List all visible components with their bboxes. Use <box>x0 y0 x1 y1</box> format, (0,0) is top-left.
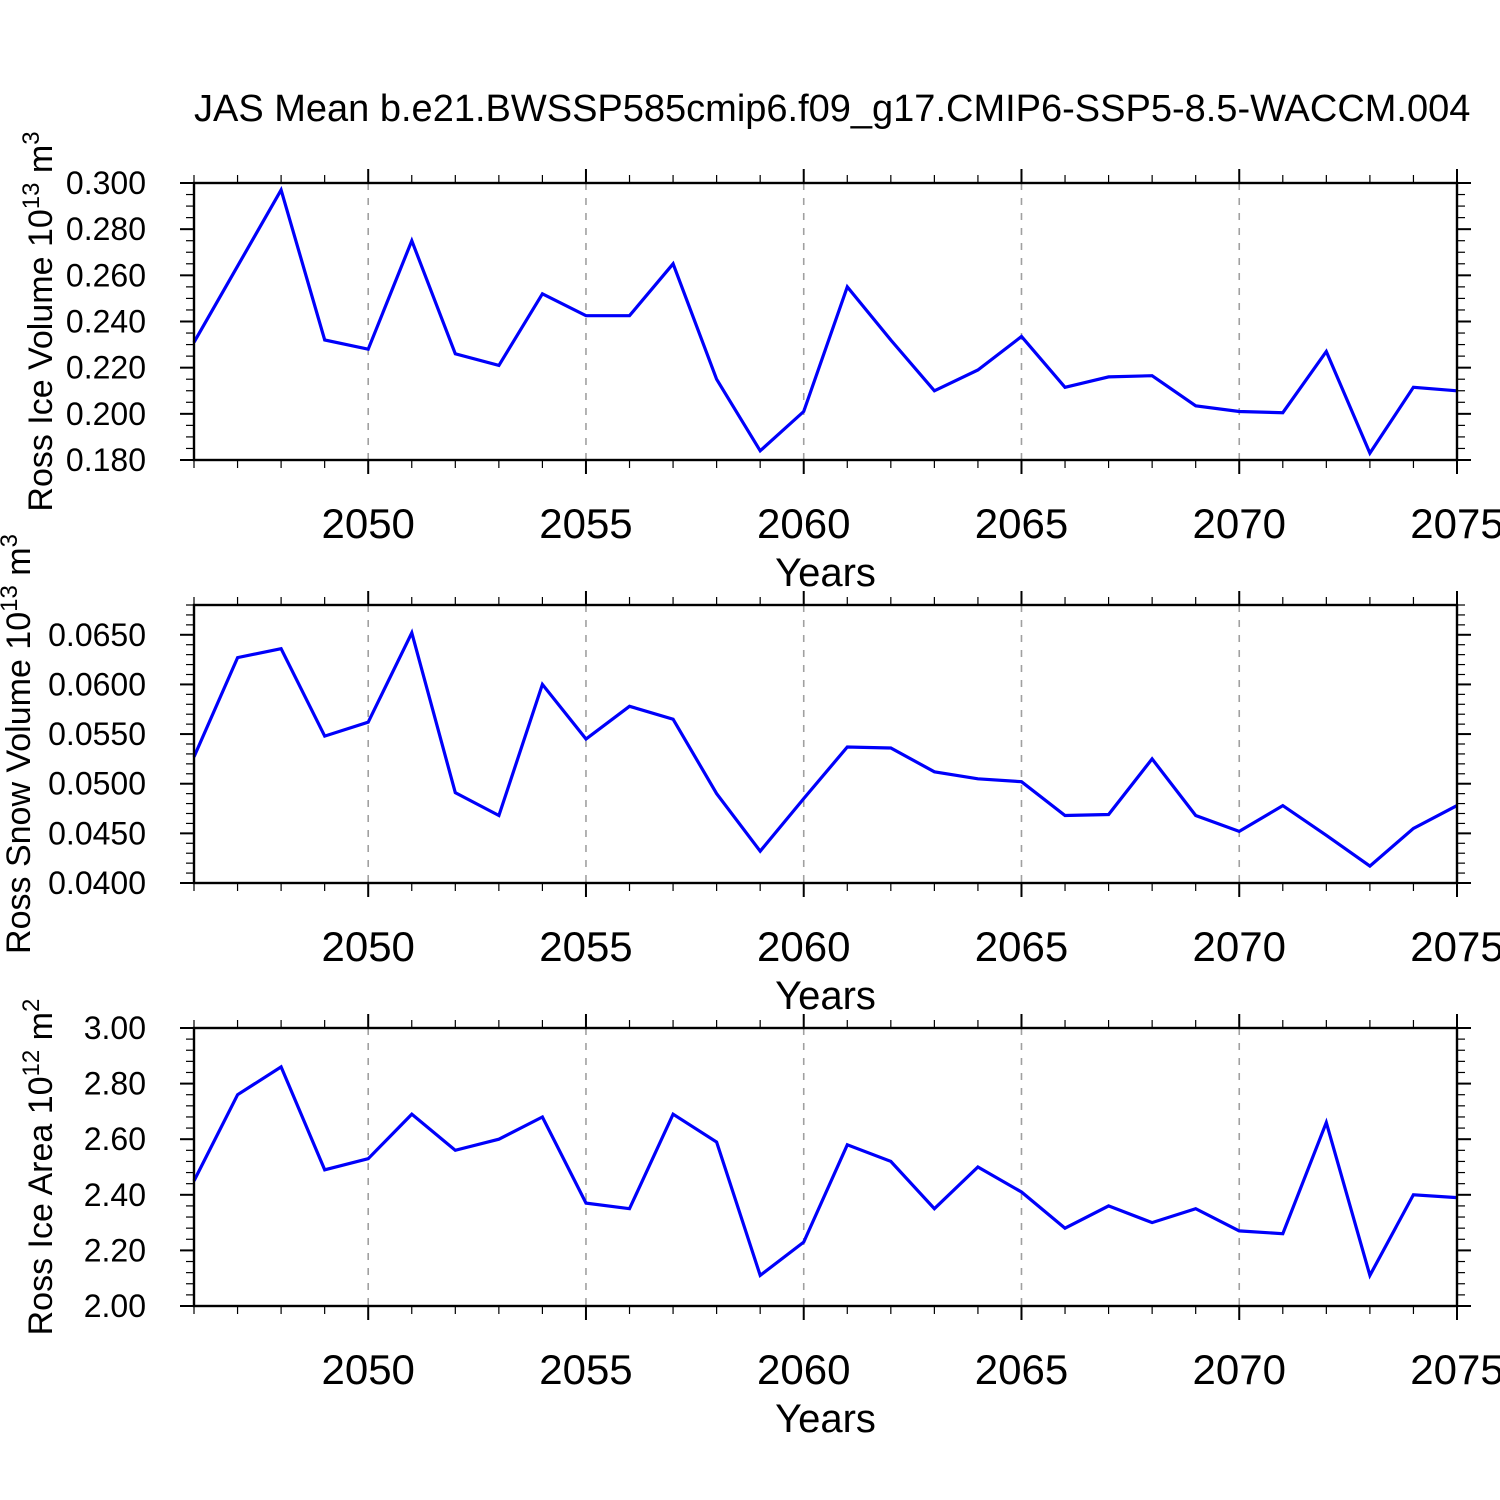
y-tick-label: 0.0650 <box>48 617 146 653</box>
y-axis-title: Ross Snow Volume 1013 m3 <box>0 534 38 954</box>
x-axis-title: Years <box>775 974 876 1018</box>
y-axis-title-part: 13 <box>0 585 23 612</box>
y-axis-title-part: 12 <box>18 1050 45 1077</box>
x-tick-label: 2065 <box>975 1346 1068 1393</box>
y-tick-label: 2.80 <box>84 1066 146 1102</box>
y-tick-label: 0.0450 <box>48 815 146 851</box>
ross-ice-volume-line <box>192 185 1458 457</box>
y-axis-title-part: m <box>22 145 60 183</box>
x-tick-label: 2070 <box>1193 500 1286 547</box>
x-tick-label: 2060 <box>757 500 850 547</box>
y-axis-title: Ross Ice Area 1012 m2 <box>18 999 60 1336</box>
y-axis-title-part: m <box>0 547 38 585</box>
x-tick-label: 2075 <box>1410 500 1500 547</box>
y-tick-label: 0.220 <box>66 350 146 386</box>
y-tick-label: 0.240 <box>66 304 146 340</box>
y-tick-label: 2.20 <box>84 1232 146 1268</box>
x-axis-title: Years <box>775 1397 876 1441</box>
x-tick-label: 2070 <box>1193 1346 1286 1393</box>
x-tick-label: 2050 <box>321 500 414 547</box>
y-tick-label: 0.200 <box>66 396 146 432</box>
y-tick-label: 0.0550 <box>48 716 146 752</box>
y-tick-label: 0.0600 <box>48 666 146 702</box>
y-axis-title-part: m <box>22 1012 60 1050</box>
panel-ross-ice-area: 3.00 2.80 2.60 2.40 2.20 2.00 2050 2055 2060 2065… <box>18 999 1500 1441</box>
y-axis-title-part: 2 <box>18 999 45 1012</box>
figure-title: JAS Mean b.e21.BWSSP585cmip6.f09_g17.CMI… <box>194 88 1471 130</box>
x-tick-label: 2055 <box>539 923 632 970</box>
y-axis-title-part: 3 <box>0 534 23 547</box>
x-axis-title: Years <box>775 551 876 595</box>
x-tick-label: 2060 <box>757 1346 850 1393</box>
x-tick-label: 2065 <box>975 923 1068 970</box>
y-axis-title-part: Ross Ice Area 10 <box>22 1076 60 1335</box>
y-tick-label: 0.300 <box>66 165 146 201</box>
x-tick-label: 2055 <box>539 1346 632 1393</box>
x-tick-label: 2070 <box>1193 923 1286 970</box>
axes-frame <box>192 181 1459 462</box>
y-tick-label: 0.180 <box>66 442 146 478</box>
ross-snow-volume-line <box>192 628 1458 869</box>
x-tick-label: 2075 <box>1410 923 1500 970</box>
y-axis-title-part: Ross Snow Volume 10 <box>0 612 38 954</box>
x-tick-label: 2075 <box>1410 1346 1500 1393</box>
y-tick-label: 0.280 <box>66 211 146 247</box>
x-tick-label: 2065 <box>975 500 1068 547</box>
y-tick-label: 0.0400 <box>48 865 146 901</box>
ross-ice-area-line <box>192 1064 1458 1280</box>
x-tick-label: 2050 <box>321 923 414 970</box>
y-tick-label: 2.40 <box>84 1177 146 1213</box>
x-tick-label: 2050 <box>321 1346 414 1393</box>
x-tick-label: 2055 <box>539 500 632 547</box>
axes-frame <box>192 603 1459 885</box>
y-tick-label: 0.260 <box>66 257 146 293</box>
axes-frame <box>192 1026 1459 1308</box>
y-axis-title-part: 3 <box>18 131 45 144</box>
y-tick-label: 2.60 <box>84 1121 146 1157</box>
y-tick-label: 0.0500 <box>48 766 146 802</box>
y-tick-label: 3.00 <box>84 1010 146 1046</box>
y-axis-title: Ross Ice Volume 1013 m3 <box>18 131 60 511</box>
y-axis-title-part: 13 <box>18 183 45 210</box>
panel-ross-ice-volume: 0.300 0.280 0.260 0.240 0.220 0.200 0.180 2050 2… <box>18 131 1500 595</box>
x-tick-label: 2060 <box>757 923 850 970</box>
y-tick-label: 2.00 <box>84 1288 146 1324</box>
y-axis-title-part: Ross Ice Volume 10 <box>22 209 60 511</box>
panel-ross-snow-volume: 0.0650 0.0600 0.0550 0.0500 0.0450 0.0400 2050… <box>0 534 1500 1018</box>
